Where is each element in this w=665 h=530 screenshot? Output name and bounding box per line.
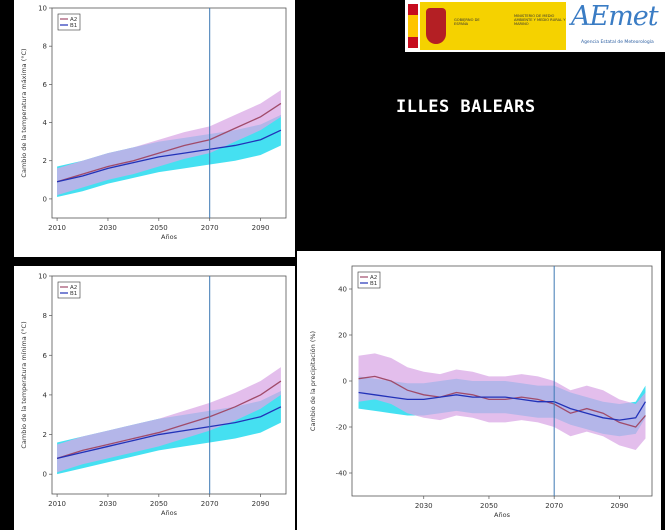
series-line-b1 <box>358 391 647 421</box>
y-tick-label: 6 <box>43 81 48 89</box>
x-tick-label: 2070 <box>201 224 219 232</box>
chart-tmax: 2010 2030 2050 2070 2090 0 2 4 6 8 10 Años Cambio de… <box>20 5 287 241</box>
spain-flag-icon <box>408 4 418 48</box>
band-a2 <box>358 353 646 450</box>
x-tick-label: 2010 <box>48 500 66 508</box>
chart-panel-tmin: 2010 2030 2050 2070 2090 0 2 4 6 8 10 Años Cambio de… <box>14 266 295 530</box>
y-tick-label: 20 <box>338 332 347 340</box>
y-axis-label: Cambio de la precipitación (%) <box>309 331 317 431</box>
series-line-b1 <box>56 129 282 183</box>
x-tick-label: 2050 <box>480 502 498 510</box>
legend-box <box>57 281 81 299</box>
chart-tmin: 2010 2030 2050 2070 2090 0 2 4 6 8 10 Años Cambio de… <box>20 273 287 517</box>
legend-box <box>357 271 381 289</box>
x-tick-label: 2090 <box>610 502 628 510</box>
x-tick-label: 2070 <box>201 500 219 508</box>
gov-text-right: MINISTERIO DE MEDIO AMBIENTE Y MEDIO RUR… <box>514 14 566 26</box>
legend-label-a2: A2 <box>370 275 377 281</box>
legend-label-a2: A2 <box>70 285 77 291</box>
aemet-subtitle: Agencia Estatal de Meteorología <box>581 40 654 45</box>
y-tick-label: -20 <box>336 424 347 432</box>
x-tick-label: 2090 <box>252 224 270 232</box>
x-tick-label: 2030 <box>415 502 433 510</box>
chart-panel-precip: 2030 2050 2070 2090 -40 -20 0 20 40 Años Cambio de… <box>297 251 661 530</box>
y-tick-label: -40 <box>336 470 347 478</box>
band-a2 <box>57 367 281 473</box>
legend-label-b1: B1 <box>70 291 77 297</box>
region-title: ILLES BALEARS <box>396 97 536 117</box>
series-line-a2 <box>56 102 282 183</box>
x-axis-label: Años <box>494 511 511 519</box>
y-tick-label: 8 <box>43 43 47 51</box>
series-line-b1 <box>56 406 282 459</box>
y-tick-label: 0 <box>43 195 47 203</box>
y-tick-label: 8 <box>43 312 47 320</box>
aemet-logo-text: AEmet <box>571 1 659 32</box>
y-axis-label: Cambio de la temperatura mínima (°C) <box>20 321 28 448</box>
x-tick-label: 2050 <box>150 500 168 508</box>
x-tick-label: 2050 <box>150 224 168 232</box>
chart-panel-tmax: 2010 2030 2050 2070 2090 0 2 4 6 8 10 Años Cambio de… <box>14 0 295 257</box>
y-tick-label: 10 <box>38 273 47 281</box>
x-tick-label: 2030 <box>99 224 117 232</box>
gov-text-left: GOBIERNO DE ESPAÑA <box>454 18 480 26</box>
y-tick-label: 40 <box>338 286 347 294</box>
y-tick-label: 2 <box>43 157 47 165</box>
government-logo: GOBIERNO DE ESPAÑA MINISTERIO DE MEDIO A… <box>420 2 566 50</box>
legend-box <box>57 13 81 31</box>
y-tick-label: 2 <box>43 431 47 439</box>
series-line-a2 <box>358 375 646 428</box>
x-axis-label: Años <box>161 509 178 517</box>
y-axis-label: Cambio de la temperatura máxima (°C) <box>20 48 28 177</box>
x-tick-label: 2010 <box>48 224 66 232</box>
y-tick-label: 10 <box>38 5 47 13</box>
x-tick-label: 2070 <box>545 502 563 510</box>
logo-strip: GOBIERNO DE ESPAÑA MINISTERIO DE MEDIO A… <box>405 0 665 52</box>
band-a2 <box>57 90 281 196</box>
aemet-logo: AEmet <box>571 1 659 32</box>
y-tick-label: 4 <box>43 391 48 399</box>
coat-of-arms-icon <box>426 8 446 44</box>
chart-precip: 2030 2050 2070 2090 -40 -20 0 20 40 Años Cambio de… <box>309 265 653 519</box>
y-tick-label: 0 <box>43 471 47 479</box>
legend-label-b1: B1 <box>370 281 377 287</box>
legend-label-a2: A2 <box>70 17 77 23</box>
legend-label-b1: B1 <box>70 23 77 29</box>
x-tick-label: 2030 <box>99 500 117 508</box>
x-axis-label: Años <box>161 233 178 241</box>
y-tick-label: 0 <box>343 378 347 386</box>
x-tick-label: 2090 <box>252 500 270 508</box>
y-tick-label: 4 <box>43 119 48 127</box>
y-tick-label: 6 <box>43 352 48 360</box>
series-line-a2 <box>56 380 282 459</box>
